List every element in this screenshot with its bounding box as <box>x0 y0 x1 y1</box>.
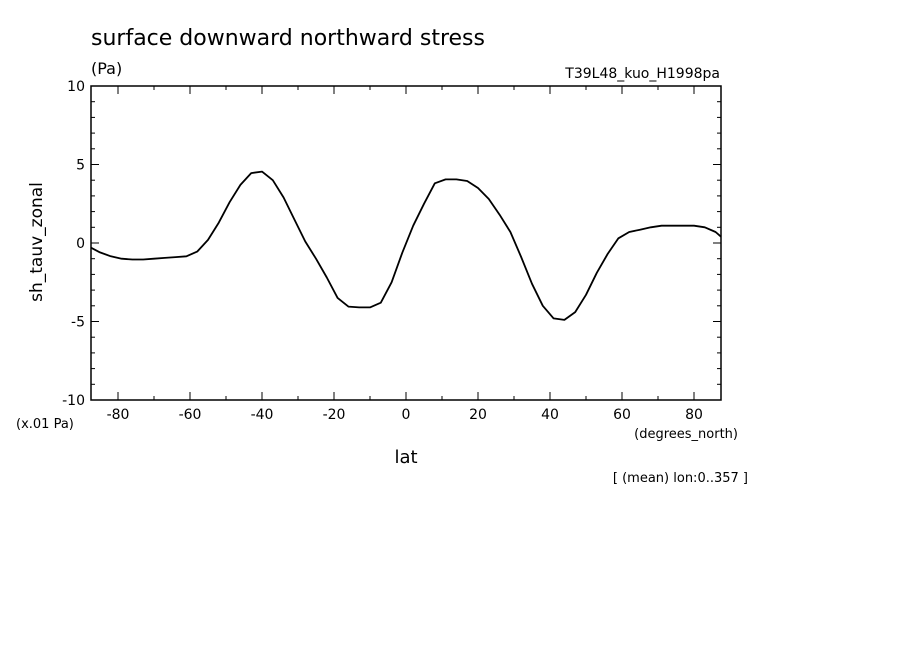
x-tick-label: 40 <box>541 407 559 423</box>
run-label: T39L48_kuo_H1998pa <box>564 66 720 82</box>
y-tick-label: 5 <box>76 158 85 174</box>
mean-note: [ (mean) lon:0..357 ] <box>613 471 748 486</box>
x-tick-label: 80 <box>685 407 703 423</box>
x-units-label: (degrees_north) <box>634 427 738 442</box>
x-tick-label: 20 <box>469 407 487 423</box>
y-tick-label: 0 <box>76 236 85 252</box>
y-axis-label: sh_tauv_zonal <box>27 182 47 302</box>
x-tick-label: -60 <box>179 407 202 423</box>
x-tick-label: -40 <box>251 407 274 423</box>
y-tick-label: -5 <box>71 315 85 331</box>
x-tick-label: -80 <box>107 407 130 423</box>
scale-note: (x.01 Pa) <box>16 417 74 432</box>
chart-title: surface downward northward stress <box>91 26 485 51</box>
series-line-0 <box>90 170 722 321</box>
x-axis-label: lat <box>394 447 417 468</box>
x-tick-label: 0 <box>402 407 411 423</box>
axes: -80 -60 -40 -20 0 20 40 60 80 -10 -5 0 5 10 <box>62 79 722 423</box>
plot-area <box>90 170 722 321</box>
x-tick-label: -20 <box>323 407 346 423</box>
y-tick-label: 10 <box>67 79 85 95</box>
y-tick-label: -10 <box>62 393 85 409</box>
chart-units: (Pa) <box>91 59 122 78</box>
x-tick-label: 60 <box>613 407 631 423</box>
